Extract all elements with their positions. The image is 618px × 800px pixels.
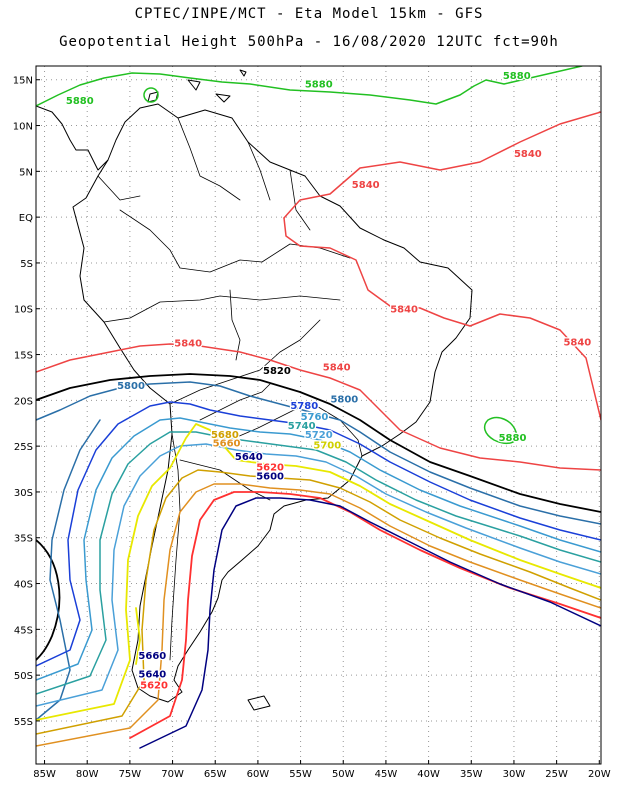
lat-tick-label: 5N bbox=[19, 167, 33, 178]
contour-label: 5840 bbox=[352, 180, 380, 191]
contour-label: 5880 bbox=[499, 433, 527, 444]
contour-label: 5880 bbox=[305, 79, 333, 90]
map-title-line2: Geopotential Height 500hPa - 16/08/2020 … bbox=[59, 34, 559, 50]
contour-label: 5660 bbox=[213, 438, 241, 449]
axis-ticks: 15N 10N 5N EQ 5S 10S 15S 20S 25S 30S 35S 40S 45S 50S 5… bbox=[13, 76, 611, 780]
lon-tick-label: 40W bbox=[417, 769, 440, 780]
contour-label: 5620 bbox=[256, 462, 284, 473]
lat-tick-label: 15S bbox=[14, 351, 33, 362]
lat-tick-label: 10N bbox=[13, 122, 33, 133]
contour-label: 5640 bbox=[138, 669, 166, 680]
south-america-coastline bbox=[72, 103, 473, 703]
lat-tick-label: 5S bbox=[20, 259, 33, 270]
lon-tick-label: 20W bbox=[588, 769, 611, 780]
falkland-islands bbox=[247, 695, 271, 711]
contour-label: 5620 bbox=[140, 680, 168, 691]
contour-5700 bbox=[36, 423, 601, 721]
contour-label: 5840 bbox=[390, 305, 418, 316]
contour-label: 5740 bbox=[288, 421, 316, 432]
lon-tick-label: 65W bbox=[204, 769, 227, 780]
contour-label: 5600 bbox=[256, 471, 284, 482]
lon-tick-label: 25W bbox=[545, 769, 568, 780]
lon-tick-label: 45W bbox=[375, 769, 398, 780]
lat-tick-label: 30S bbox=[14, 488, 33, 499]
contour-label: 5700 bbox=[313, 440, 341, 451]
lat-tick-label: 15N bbox=[13, 76, 33, 87]
central-america-coastline bbox=[36, 105, 109, 171]
contour-5640 bbox=[129, 491, 601, 739]
contour-label: 5840 bbox=[514, 149, 542, 160]
contour-label: 5840 bbox=[323, 362, 351, 373]
lon-tick-label: 35W bbox=[460, 769, 483, 780]
contour-label: 5820 bbox=[263, 366, 291, 377]
lat-tick-label: 50S bbox=[14, 671, 33, 682]
contour-label: 5880 bbox=[503, 71, 531, 82]
lat-tick-label: 25S bbox=[14, 442, 33, 453]
contour-label: 5840 bbox=[563, 338, 591, 349]
contour-label: 5800 bbox=[117, 381, 145, 392]
lon-tick-label: 30W bbox=[503, 769, 526, 780]
lon-tick-label: 60W bbox=[247, 769, 270, 780]
contour-label: 5780 bbox=[290, 401, 318, 412]
lon-tick-label: 55W bbox=[289, 769, 312, 780]
contour-5880 bbox=[36, 66, 583, 445]
plot-frame bbox=[35, 65, 602, 765]
lat-tick-label: 55S bbox=[14, 717, 33, 728]
lat-tick-label: 35S bbox=[14, 534, 33, 545]
coastline bbox=[36, 69, 473, 711]
contour-label: 5880 bbox=[66, 96, 94, 107]
contour-label: 5760 bbox=[301, 412, 329, 423]
contour-label: 5720 bbox=[305, 430, 333, 441]
lon-tick-label: 75W bbox=[119, 769, 142, 780]
contour-5840 bbox=[36, 111, 601, 637]
contour-label: 5840 bbox=[174, 339, 202, 350]
lat-tick-label: 40S bbox=[14, 580, 33, 591]
contour-5720 bbox=[36, 443, 601, 707]
map-title-line1: CPTEC/INPE/MCT - Eta Model 15km - GFS bbox=[134, 6, 484, 22]
contour-5800 bbox=[36, 381, 601, 721]
lat-tick-label: 10S bbox=[14, 305, 33, 316]
contour-label: 5640 bbox=[235, 452, 263, 463]
lon-tick-label: 70W bbox=[161, 769, 184, 780]
contour-5760 bbox=[36, 417, 601, 681]
lon-tick-label: 80W bbox=[76, 769, 99, 780]
contour-label: 5800 bbox=[330, 395, 358, 406]
lat-tick-label: 45S bbox=[14, 625, 33, 636]
lon-tick-label: 85W bbox=[33, 769, 56, 780]
grid-lines bbox=[36, 66, 601, 764]
contour-labels: 5880 5880 5880 5880 5840 5840 5840 5840 5840 5840… bbox=[65, 70, 593, 693]
contour-5740 bbox=[36, 431, 601, 695]
contour-5620 bbox=[139, 497, 601, 749]
contour-label: 5660 bbox=[138, 651, 166, 662]
contour-5680 bbox=[36, 469, 601, 735]
lat-tick-label: EQ bbox=[19, 213, 33, 224]
contour-label: 5680 bbox=[211, 430, 239, 441]
lon-tick-label: 50W bbox=[332, 769, 355, 780]
lat-tick-label: 20S bbox=[14, 396, 33, 407]
contour-5660 bbox=[36, 483, 601, 747]
contour-5780 bbox=[36, 401, 601, 667]
